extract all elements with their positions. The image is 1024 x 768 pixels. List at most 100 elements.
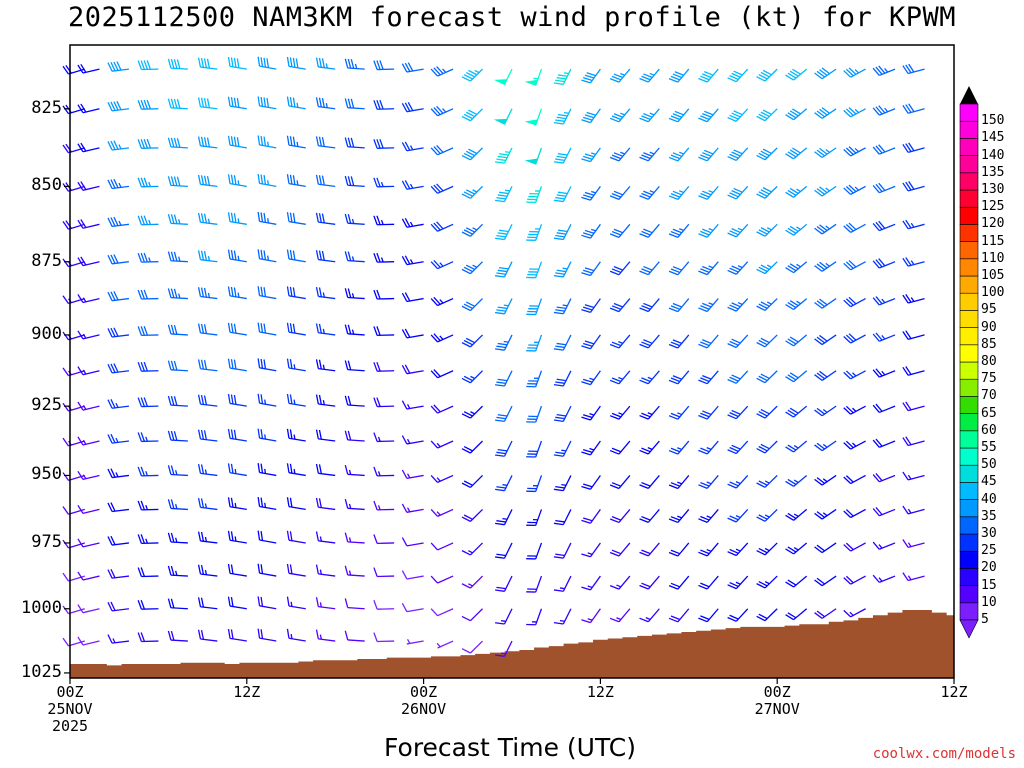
wind-barb [373,466,395,477]
wind-barb [668,509,690,524]
wind-barb [461,298,483,312]
colorbar-label: 140 [981,147,1005,163]
wind-barb [373,289,395,300]
wind-barb [698,334,719,349]
wind-barb [639,575,660,590]
wind-barb [581,575,601,591]
wind-barb [843,542,866,552]
wind-barb [698,298,719,313]
wind-barb [197,564,218,577]
wind-barb [401,570,424,580]
x-tick-label-line: 00Z [56,683,84,701]
wind-barb [62,605,85,615]
wind-barb [227,628,247,642]
wind-barb [461,261,483,275]
wind-barb [609,223,631,238]
x-tick-label-line: 00Z [410,683,438,701]
wind-barb [526,542,543,560]
wind-barb [344,213,365,225]
y-tick-label: 1025 [21,661,62,682]
wind-barb [526,298,543,316]
source-credit[interactable]: coolwx.com/models [872,746,1016,762]
wind-barb [495,405,513,423]
wind-barb [373,567,395,578]
wind-barb [257,249,277,263]
wind-barb [526,440,543,458]
colorbar-swatch [959,430,979,449]
wind-barb [227,56,247,70]
wind-barb [872,296,896,306]
wind-barb [785,223,808,236]
wind-barb [286,249,306,263]
wind-barb [785,575,808,588]
wind-barb [526,475,543,493]
wind-barb [756,261,778,275]
wind-barb [756,223,778,237]
wind-barb [872,472,896,483]
wind-barb [62,572,85,582]
wind-barb [698,542,719,557]
wind-barb [286,563,306,577]
colorbar-swatch [959,310,979,328]
wind-barb [286,174,306,188]
wind-barb [609,440,631,455]
wind-barb [197,629,218,642]
wind-barb [373,361,395,372]
colorbar-label: 65 [981,405,997,421]
wind-barb [257,135,277,149]
wind-barb [167,395,188,407]
wind-barb [77,604,100,614]
wind-barb [167,598,188,610]
wind-barb [526,608,543,626]
wind-barb [107,178,130,190]
wind-barb [639,405,660,420]
wind-barb [814,474,837,486]
wind-barb [461,440,483,454]
wind-barb [902,180,925,192]
wind-barb [77,63,100,74]
colorbar-label: 135 [981,164,1005,180]
wind-barb [902,219,925,230]
wind-barb [581,185,601,201]
wind-barb [785,542,808,555]
wind-barb [286,286,306,300]
wind-barb [843,333,866,344]
colorbar-label: 100 [981,285,1005,301]
wind-barb [814,440,837,452]
wind-barb [639,108,660,123]
wind-barb [406,638,424,645]
wind-barb [167,214,188,225]
plot-frame [69,44,955,679]
wind-barb [344,175,365,188]
x-axis-title: Forecast Time (UTC) [384,733,636,762]
wind-barb [227,286,247,300]
wind-barb [526,186,543,204]
wind-barb [756,334,778,348]
wind-barb [401,180,424,190]
wind-barb [668,147,690,162]
wind-barb [315,136,336,149]
wind-barb [872,182,896,194]
wind-barb [639,608,660,623]
wind-barb [373,326,395,337]
colorbar-swatch [959,327,979,346]
wind-barb [843,474,866,485]
wind-barb [843,184,866,196]
wind-barb [137,177,159,188]
colorbar-swatch [959,224,979,242]
wind-barb [639,440,660,455]
wind-barb [843,405,866,415]
wind-barb [137,361,159,372]
colorbar-swatch [959,292,979,311]
wind-barb [227,249,247,263]
wind-barb [814,107,837,119]
wind-barb [843,146,866,157]
colorbar-label: 10 [981,594,997,610]
wind-barb [698,68,719,83]
wind-barb [814,508,837,520]
wind-barb [197,429,218,442]
wind-barb [461,640,483,654]
wind-barb [553,370,572,387]
y-tick-label: 975 [31,531,62,552]
wind-barb [698,261,719,276]
